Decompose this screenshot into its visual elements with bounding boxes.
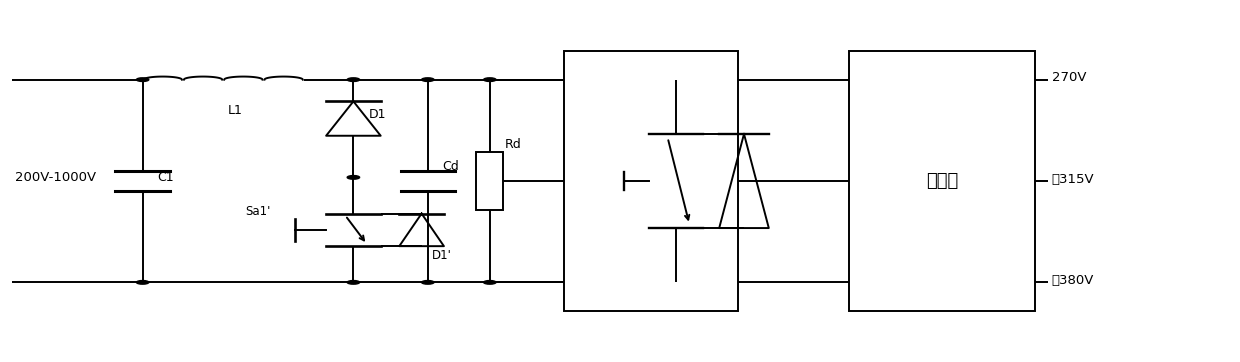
- Text: 200V-1000V: 200V-1000V: [15, 171, 95, 184]
- Circle shape: [347, 78, 360, 81]
- Circle shape: [347, 281, 360, 284]
- Text: Cd: Cd: [443, 160, 460, 173]
- Circle shape: [347, 176, 360, 179]
- Text: L1: L1: [228, 104, 243, 117]
- Text: D1': D1': [432, 249, 451, 262]
- Text: Rd: Rd: [505, 138, 522, 151]
- Text: 滤波器: 滤波器: [926, 172, 959, 190]
- Bar: [564, 51, 738, 311]
- Bar: [476, 152, 503, 210]
- Circle shape: [484, 281, 496, 284]
- Circle shape: [136, 78, 149, 81]
- Text: 或315V: 或315V: [1052, 173, 1094, 186]
- Text: C1: C1: [157, 171, 174, 184]
- Circle shape: [484, 78, 496, 81]
- Text: Sa1': Sa1': [246, 205, 270, 218]
- Circle shape: [422, 281, 434, 284]
- Bar: [849, 51, 1035, 311]
- Text: D1: D1: [368, 108, 386, 121]
- Text: 或380V: 或380V: [1052, 274, 1094, 287]
- Circle shape: [136, 281, 149, 284]
- Text: 270V: 270V: [1052, 71, 1086, 84]
- Circle shape: [422, 78, 434, 81]
